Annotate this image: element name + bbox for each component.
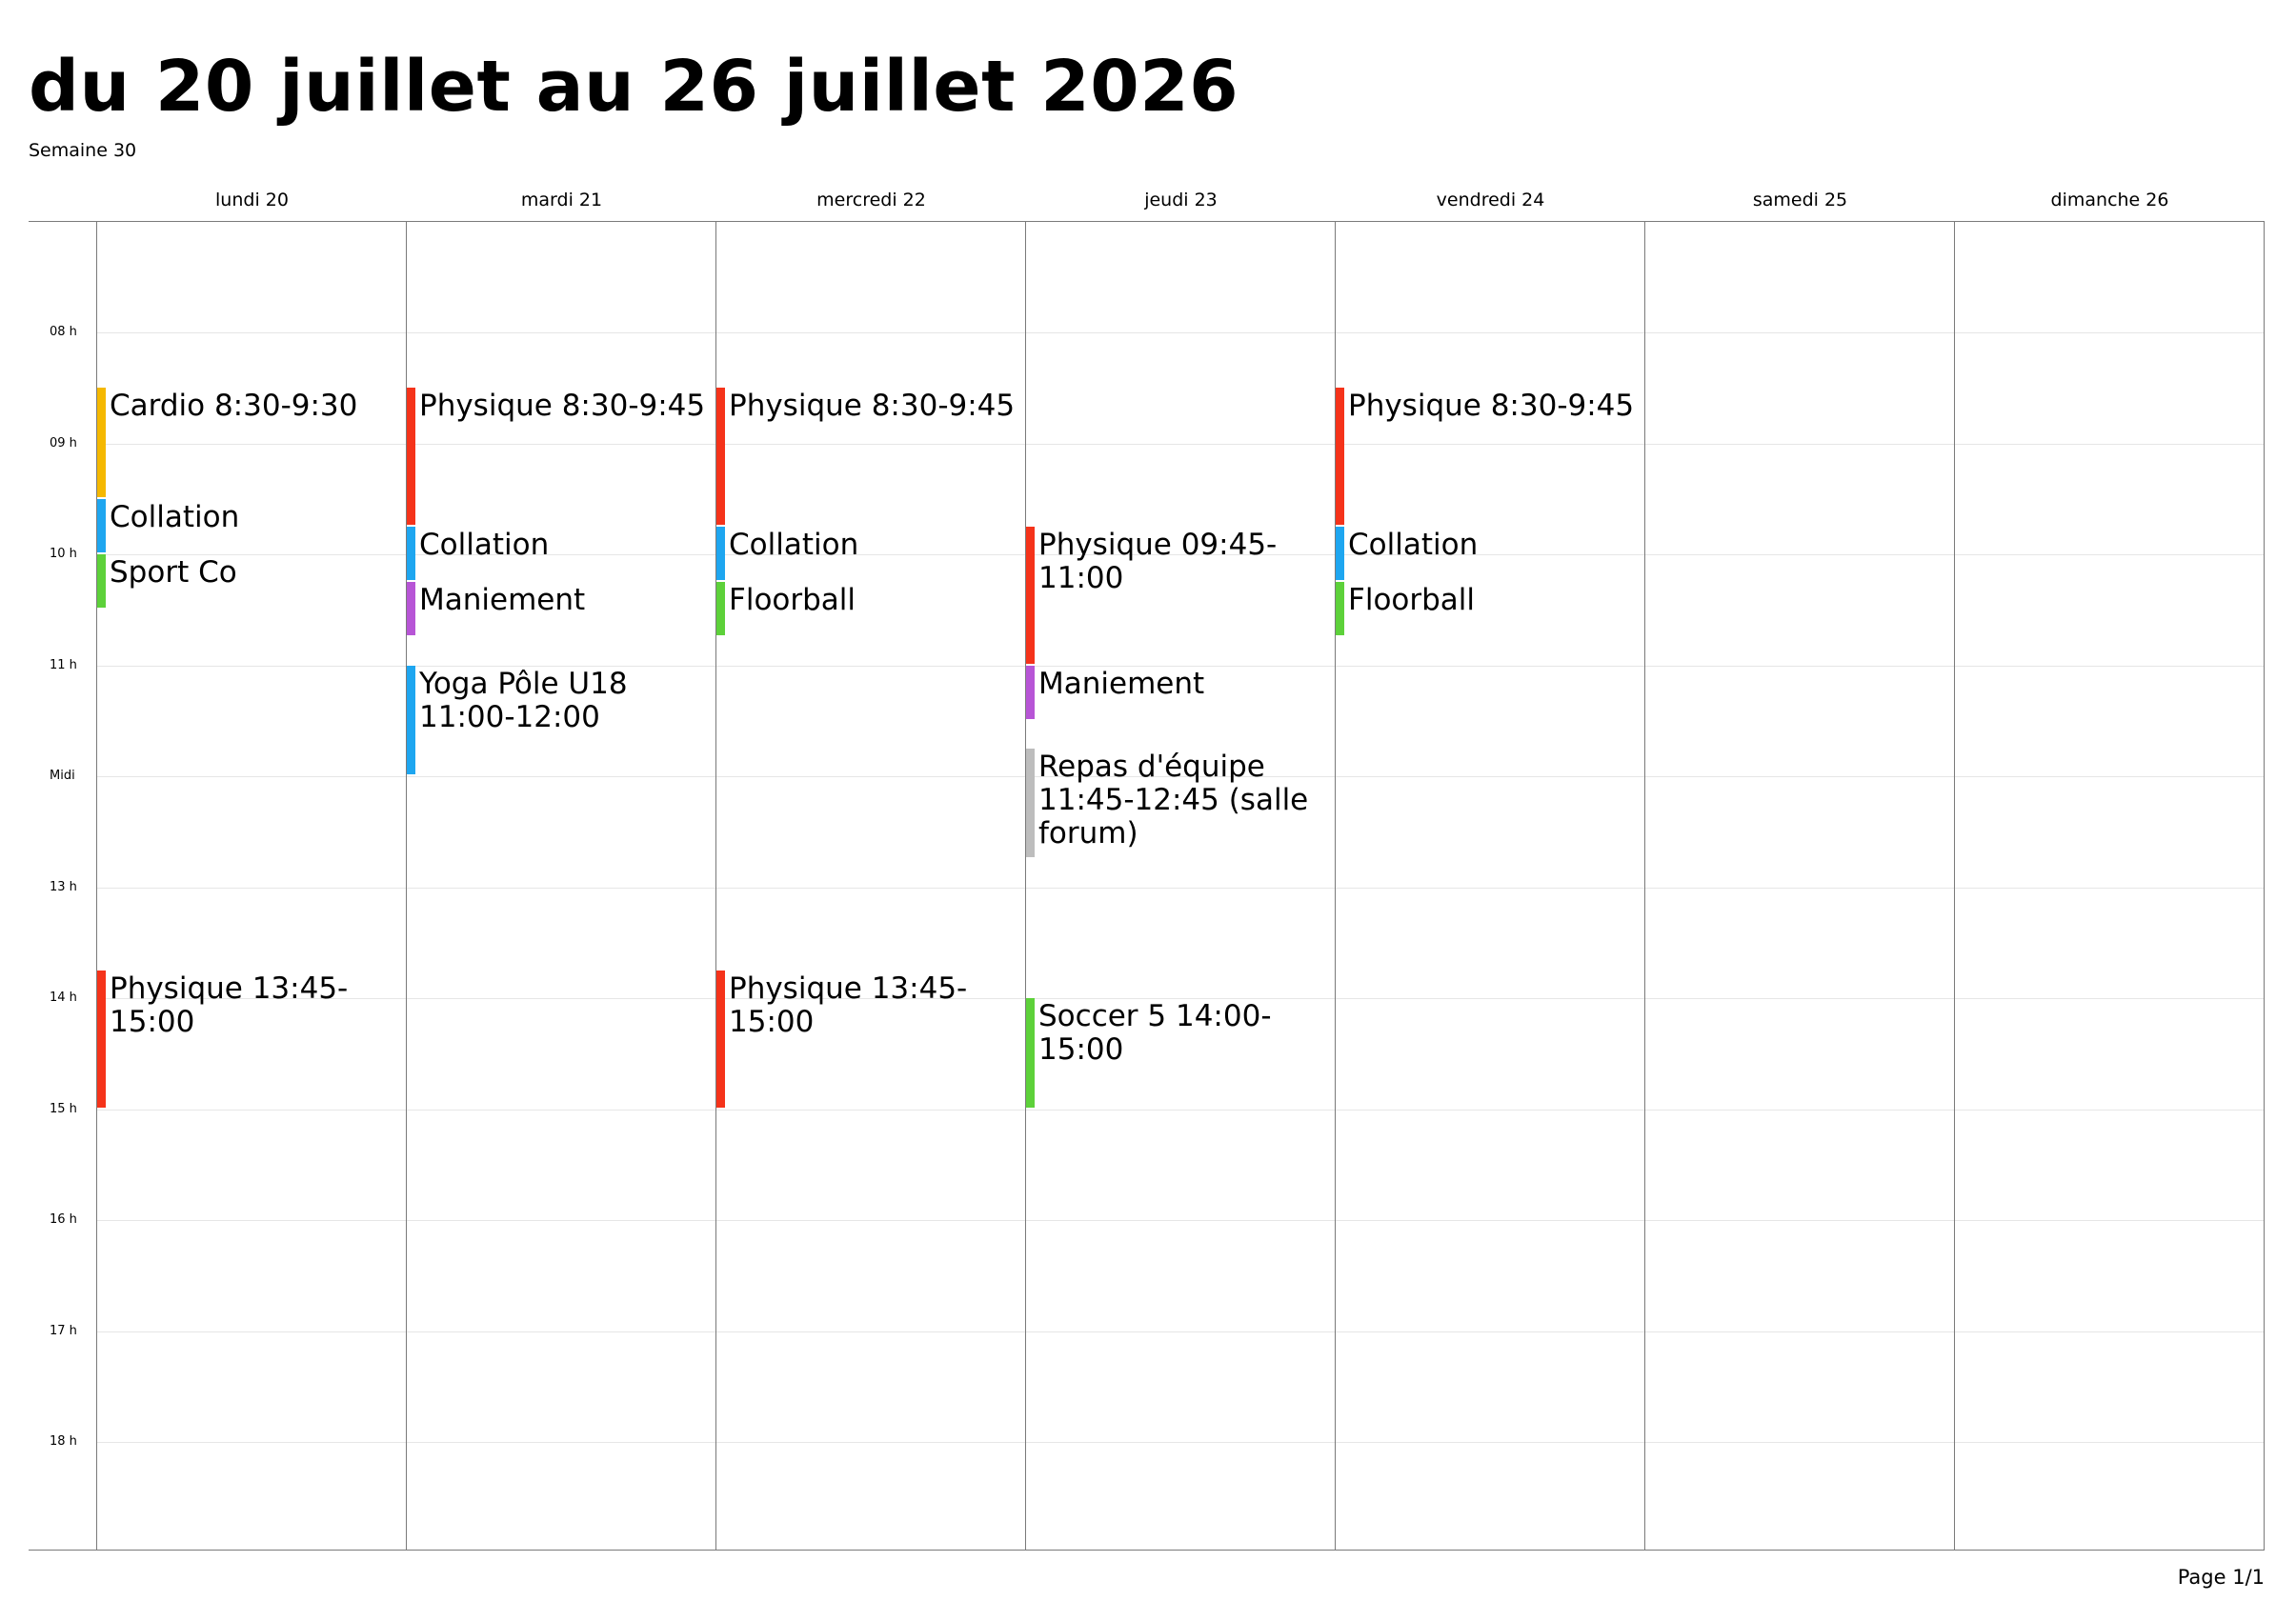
event-label: Physique 8:30-9:45 xyxy=(1348,389,1635,424)
day-column-divider xyxy=(715,222,716,1550)
calendar-event[interactable]: Yoga Pôle U18 11:00-12:00 xyxy=(407,665,713,774)
calendar-event[interactable]: Physique 8:30-9:45 xyxy=(716,388,1022,525)
event-color-bar xyxy=(716,388,725,525)
day-column-divider xyxy=(406,222,407,1550)
hour-label: 08 h xyxy=(50,325,77,339)
hour-label: 16 h xyxy=(50,1212,77,1227)
page-number: Page 1/1 xyxy=(2177,1566,2265,1589)
calendar-event[interactable]: Collation xyxy=(1336,526,1641,581)
day-column-divider xyxy=(2264,222,2265,1550)
day-column-divider xyxy=(96,222,97,1550)
event-label: Sport Co xyxy=(110,555,237,590)
event-color-bar xyxy=(407,526,415,581)
event-color-bar xyxy=(1026,748,1035,858)
event-label: Maniement xyxy=(419,583,586,618)
calendar-event[interactable]: Cardio 8:30-9:30 xyxy=(97,388,403,497)
event-label: Cardio 8:30-9:30 xyxy=(110,389,358,424)
calendar-event[interactable]: Collation xyxy=(716,526,1022,581)
hour-label: Midi xyxy=(50,769,75,783)
calendar-event[interactable]: Physique 13:45-15:00 xyxy=(716,970,1022,1108)
hour-gridline xyxy=(97,332,2265,333)
event-label: Collation xyxy=(729,527,859,562)
event-label: Soccer 5 14:00-15:00 xyxy=(1038,999,1272,1067)
hour-label: 10 h xyxy=(50,547,77,561)
hour-label: 09 h xyxy=(50,435,77,450)
hour-label: 18 h xyxy=(50,1434,77,1449)
event-color-bar xyxy=(716,582,725,636)
event-color-bar xyxy=(97,498,106,552)
calendar-grid: 08 h 09 h 10 h 11 h Midi 13 h 14 h 15 h 16 h 17 h… xyxy=(29,221,2265,1551)
day-column-divider xyxy=(1644,222,1645,1550)
day-header: mercredi 22 xyxy=(816,190,926,210)
hour-label: 13 h xyxy=(50,879,77,894)
event-label: Repas d'équipe 11:45-12:45 (salle forum) xyxy=(1038,749,1309,851)
hour-label: 17 h xyxy=(50,1323,77,1338)
hour-gridline xyxy=(97,776,2265,777)
event-color-bar xyxy=(407,582,415,636)
event-label: Maniement xyxy=(1038,666,1205,701)
event-color-bar xyxy=(1026,526,1035,664)
day-column-divider xyxy=(1335,222,1336,1550)
event-label: Physique 09:45-11:00 xyxy=(1038,527,1278,595)
event-label: Physique 13:45-15:00 xyxy=(729,971,968,1039)
event-color-bar xyxy=(407,665,415,774)
event-label: Yoga Pôle U18 11:00-12:00 xyxy=(419,666,628,734)
hour-gridline xyxy=(97,1331,2265,1332)
event-label: Physique 13:45-15:00 xyxy=(110,971,349,1039)
calendar-event[interactable]: Collation xyxy=(407,526,713,581)
hour-gridline xyxy=(97,998,2265,999)
event-color-bar xyxy=(1336,582,1344,636)
calendar-event[interactable]: Collation xyxy=(97,498,403,552)
calendar-event[interactable]: Maniement xyxy=(407,582,713,636)
calendar-event[interactable]: Floorball xyxy=(1336,582,1641,636)
hour-gridline xyxy=(97,443,2265,445)
hour-gridline xyxy=(97,554,2265,555)
event-color-bar xyxy=(716,970,725,1108)
day-header: samedi 25 xyxy=(1752,190,1848,210)
hour-label: 11 h xyxy=(50,657,77,672)
event-color-bar xyxy=(716,526,725,581)
day-column-divider xyxy=(1025,222,1026,1550)
day-header: jeudi 23 xyxy=(1144,190,1218,210)
event-label: Collation xyxy=(110,499,240,534)
hour-gridline xyxy=(97,1109,2265,1111)
event-color-bar xyxy=(407,388,415,525)
event-color-bar xyxy=(97,388,106,497)
event-color-bar xyxy=(1026,665,1035,719)
event-label: Floorball xyxy=(1348,583,1476,618)
calendar-event[interactable]: Physique 13:45-15:00 xyxy=(97,970,403,1108)
day-header: dimanche 26 xyxy=(2050,190,2169,210)
calendar-event[interactable]: Physique 8:30-9:45 xyxy=(1336,388,1641,525)
calendar-event[interactable]: Soccer 5 14:00-15:00 xyxy=(1026,998,1332,1108)
hour-gridline xyxy=(97,1220,2265,1221)
event-label: Collation xyxy=(419,527,550,562)
calendar-event[interactable]: Physique 09:45-11:00 xyxy=(1026,526,1332,664)
event-color-bar xyxy=(1026,998,1035,1108)
event-color-bar xyxy=(97,554,106,609)
calendar-event[interactable]: Maniement xyxy=(1026,665,1332,719)
event-label: Physique 8:30-9:45 xyxy=(419,389,706,424)
calendar-event[interactable]: Sport Co xyxy=(97,554,403,609)
event-color-bar xyxy=(97,970,106,1108)
week-number: Semaine 30 xyxy=(29,140,137,161)
hour-gridline xyxy=(97,1442,2265,1443)
page-title: du 20 juillet au 26 juillet 2026 xyxy=(29,46,1239,128)
event-color-bar xyxy=(1336,526,1344,581)
calendar-event[interactable]: Floorball xyxy=(716,582,1022,636)
hour-gridline xyxy=(97,665,2265,667)
event-color-bar xyxy=(1336,388,1344,525)
calendar-event[interactable]: Physique 8:30-9:45 xyxy=(407,388,713,525)
day-header: vendredi 24 xyxy=(1436,190,1545,210)
day-column-divider xyxy=(1954,222,1955,1550)
hour-label: 14 h xyxy=(50,991,77,1005)
day-header: mardi 21 xyxy=(520,190,603,210)
day-header: lundi 20 xyxy=(215,190,289,210)
hour-gridline xyxy=(97,887,2265,889)
event-label: Physique 8:30-9:45 xyxy=(729,389,1016,424)
calendar-event[interactable]: Repas d'équipe 11:45-12:45 (salle forum) xyxy=(1026,748,1332,858)
event-label: Floorball xyxy=(729,583,856,618)
event-label: Collation xyxy=(1348,527,1479,562)
hour-label: 15 h xyxy=(50,1101,77,1116)
